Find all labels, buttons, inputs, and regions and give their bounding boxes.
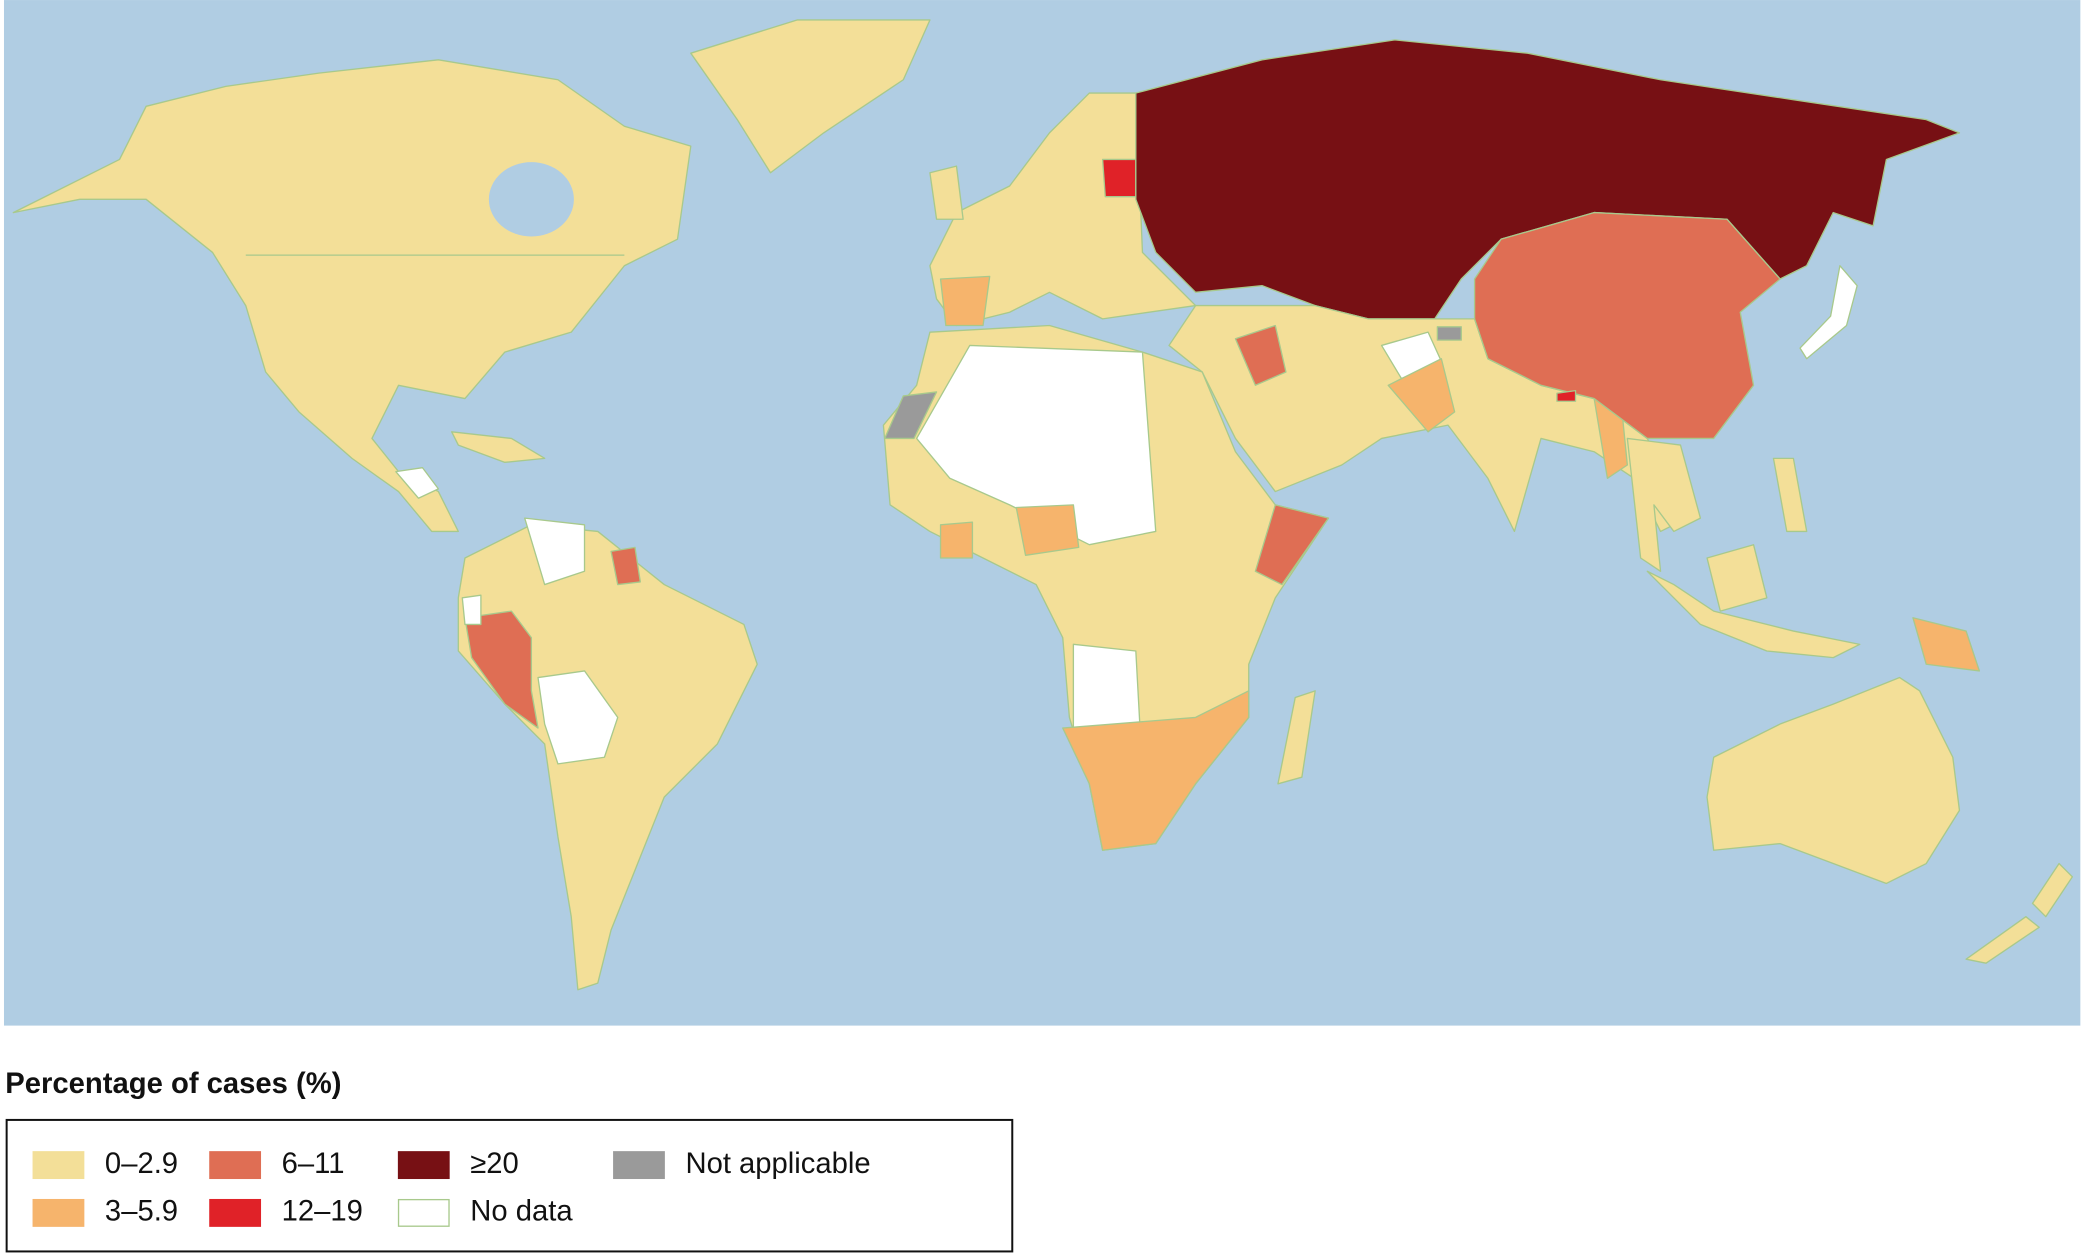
cote-divoire [939, 521, 974, 559]
legend-swatch [397, 1151, 450, 1180]
indochina [1626, 437, 1702, 572]
legend-label: Not applicable [685, 1148, 870, 1180]
legend-label: 0–2.9 [105, 1148, 178, 1180]
somalia [1254, 504, 1330, 586]
angola-no-data [1072, 643, 1141, 729]
ecuador [461, 594, 482, 626]
central-america-no-data [395, 466, 440, 499]
iraq [1234, 324, 1287, 386]
legend-label: 12–19 [282, 1196, 363, 1228]
legend-label: No data [470, 1196, 573, 1228]
suriname [610, 546, 641, 586]
legend-swatch [209, 1198, 262, 1227]
world-map [3, 0, 2081, 1026]
legend: 0–2.9 3–5.9 6–11 12–19 ≥20 No data Not applica… [32, 1148, 871, 1228]
indonesia [1646, 570, 1861, 659]
peru [464, 610, 539, 729]
bolivia [537, 670, 619, 765]
uk [929, 165, 964, 220]
southern-africa [1062, 690, 1250, 851]
spain [939, 275, 991, 327]
legend-title: Percentage of cases (%) [5, 1068, 341, 1100]
legend-swatch [209, 1151, 262, 1180]
japan [1799, 265, 1858, 360]
legend-box [5, 1118, 1014, 1253]
legend-label: ≥20 [470, 1148, 519, 1180]
greenland [690, 19, 931, 174]
legend-swatch [32, 1198, 85, 1227]
legend-label: 3–5.9 [105, 1196, 178, 1228]
bhutan [1556, 389, 1577, 402]
pakistan [1387, 358, 1456, 433]
baltics [1101, 158, 1137, 198]
caribbean [451, 431, 546, 464]
legend-swatch [397, 1198, 450, 1227]
legend-swatch [613, 1151, 665, 1180]
madagascar [1277, 690, 1316, 785]
nigeria [1015, 504, 1080, 556]
borneo [1706, 544, 1768, 612]
legend-label: 6–11 [282, 1148, 345, 1180]
new-zealand [1965, 862, 2074, 964]
legend-swatch [32, 1151, 85, 1180]
western-sahara [884, 391, 938, 440]
venezuela [524, 517, 586, 586]
china [1473, 211, 1781, 440]
philippines [1772, 457, 1808, 533]
kashmir [1436, 326, 1462, 341]
australia [1706, 676, 1961, 885]
hudson-bay [488, 162, 574, 237]
papua-new-guinea [1912, 617, 1981, 672]
